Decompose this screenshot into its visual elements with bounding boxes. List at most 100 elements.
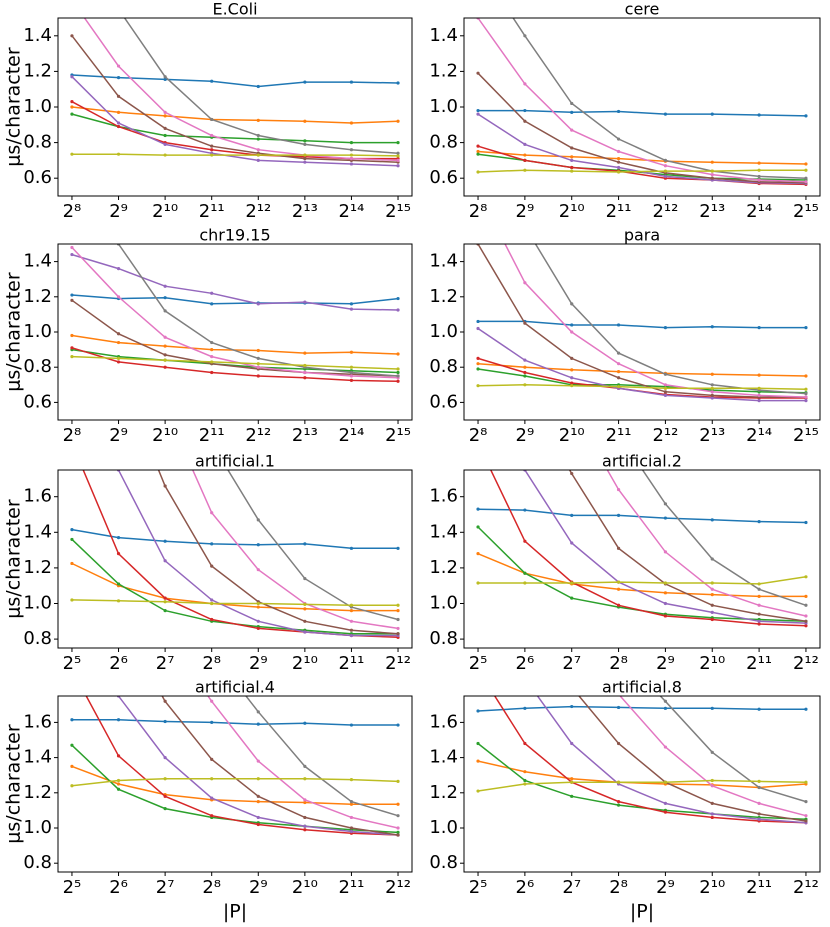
point	[570, 406, 573, 409]
point	[163, 309, 167, 313]
panel: 2⁵ 2⁶ 2⁷ 2⁸ 2⁹ 2¹⁰ 2¹¹ 2¹² 0.8 1.0 1.2 1.4 1.6 artifi…	[429, 474, 821, 923]
series-line	[71, 246, 399, 379]
series-line	[659, 696, 807, 803]
x-tick-label: 2¹³	[292, 201, 318, 222]
series-line	[71, 76, 399, 167]
point	[70, 743, 74, 747]
point	[616, 487, 621, 492]
point	[523, 119, 527, 123]
point	[210, 511, 214, 515]
point	[164, 406, 167, 409]
point	[349, 546, 354, 550]
axes-frame	[57, 469, 413, 649]
point	[523, 741, 527, 746]
series-line	[477, 327, 806, 402]
point	[570, 155, 574, 159]
series-line	[477, 169, 806, 173]
x-tick-label: 2⁶	[516, 653, 535, 674]
point	[256, 518, 260, 522]
point	[523, 677, 526, 680]
point	[210, 564, 214, 568]
point	[616, 800, 621, 804]
point	[523, 225, 526, 228]
point	[70, 68, 73, 71]
point	[757, 174, 761, 179]
point	[757, 812, 761, 816]
point	[349, 350, 354, 354]
point	[256, 822, 260, 827]
point	[804, 780, 808, 784]
point	[804, 168, 808, 172]
point	[210, 144, 214, 148]
series-line	[71, 348, 399, 374]
x-tick-label: 2¹⁴	[338, 201, 364, 222]
y-tick-label: 1.6	[429, 486, 458, 507]
point	[210, 340, 214, 345]
x-axis-label: |P|	[630, 901, 654, 923]
chart-title: artificial.4	[195, 678, 275, 697]
y-tick-label: 1.4	[429, 747, 458, 768]
point	[804, 575, 808, 579]
point	[116, 787, 121, 791]
point	[396, 374, 400, 378]
y-tick-label: 0.6	[429, 391, 458, 412]
point	[757, 326, 761, 330]
point	[804, 387, 808, 391]
point	[804, 180, 808, 184]
point	[523, 615, 526, 618]
panel: 2⁸ 2⁹ 2¹⁰ 2¹¹ 2¹² 2¹³ 2¹⁴ 2¹⁵ 0.6 0.8 1.0 1.2 1.4 E.C…	[3, 0, 413, 222]
point	[663, 745, 668, 749]
point	[163, 296, 167, 300]
point	[757, 612, 761, 616]
point	[663, 386, 668, 390]
series-line	[71, 765, 398, 805]
point	[663, 112, 668, 116]
panel: 2⁵ 2⁶ 2⁷ 2⁸ 2⁹ 2¹⁰ 2¹¹ 2¹² 0.8 1.0 1.2 1.4 1.6 artifi…	[3, 474, 413, 923]
point	[570, 596, 574, 600]
point	[616, 323, 621, 327]
point	[163, 600, 167, 604]
point	[757, 594, 761, 598]
x-tick-label: 2⁹	[109, 201, 128, 222]
point	[256, 800, 260, 804]
point	[349, 628, 354, 632]
y-tick-label: 1.2	[23, 286, 52, 307]
chart-title: E.Coli	[212, 0, 257, 19]
x-tick-label: 2¹⁵	[793, 201, 819, 222]
point	[303, 351, 307, 355]
point	[616, 109, 621, 114]
point	[523, 370, 527, 375]
point	[396, 779, 400, 783]
point	[616, 513, 621, 517]
point	[117, 474, 120, 477]
point	[349, 802, 354, 806]
point	[163, 77, 167, 82]
point	[210, 542, 214, 546]
point	[70, 172, 73, 175]
point	[163, 358, 167, 362]
point	[116, 267, 121, 271]
series-line	[477, 368, 806, 394]
point	[710, 587, 714, 591]
y-tick-label: 1.0	[23, 96, 52, 117]
point	[570, 165, 574, 170]
series-line	[477, 362, 806, 377]
point	[476, 319, 480, 324]
series-line	[477, 244, 806, 398]
point	[523, 365, 527, 369]
x-tick-label: 2¹²	[793, 877, 819, 898]
point	[303, 815, 307, 820]
point	[663, 550, 668, 554]
point	[523, 153, 527, 157]
point	[396, 141, 400, 145]
point	[476, 108, 480, 113]
point	[303, 119, 307, 123]
point	[710, 325, 714, 329]
point	[523, 474, 526, 477]
y-axis-label: μs/character	[3, 272, 25, 392]
point	[570, 356, 574, 360]
point	[396, 617, 400, 622]
series-line	[72, 719, 398, 726]
point	[523, 299, 526, 302]
point	[303, 142, 307, 146]
